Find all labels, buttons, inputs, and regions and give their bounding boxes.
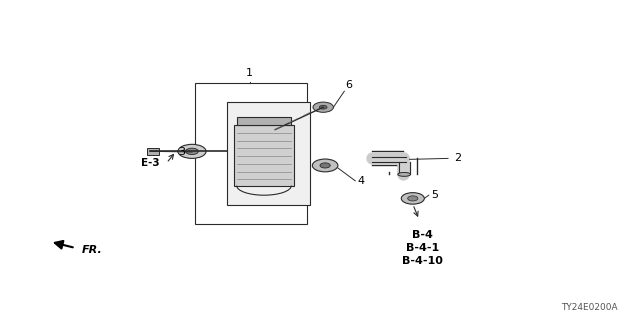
Bar — [237, 117, 291, 125]
Text: B-4-10: B-4-10 — [402, 256, 443, 266]
Text: 2: 2 — [454, 153, 461, 164]
Text: 5: 5 — [431, 190, 438, 200]
Circle shape — [178, 144, 206, 158]
Text: FR.: FR. — [82, 244, 102, 255]
Circle shape — [313, 102, 333, 112]
Text: TY24E0200A: TY24E0200A — [561, 303, 618, 312]
Text: B-4: B-4 — [412, 230, 433, 240]
Bar — [234, 125, 294, 186]
Circle shape — [186, 148, 198, 155]
Text: B-4-1: B-4-1 — [406, 243, 439, 253]
Ellipse shape — [398, 172, 411, 176]
Text: 3: 3 — [179, 147, 186, 157]
Circle shape — [320, 163, 330, 168]
Circle shape — [401, 193, 424, 204]
Text: 6: 6 — [346, 80, 353, 90]
Text: E-3: E-3 — [141, 158, 160, 168]
Bar — [227, 102, 310, 205]
Circle shape — [319, 105, 327, 109]
Circle shape — [312, 159, 338, 172]
Circle shape — [408, 196, 418, 201]
Bar — [195, 83, 307, 224]
Text: 1: 1 — [246, 68, 253, 78]
Bar — [147, 148, 159, 155]
Text: 4: 4 — [357, 176, 364, 186]
